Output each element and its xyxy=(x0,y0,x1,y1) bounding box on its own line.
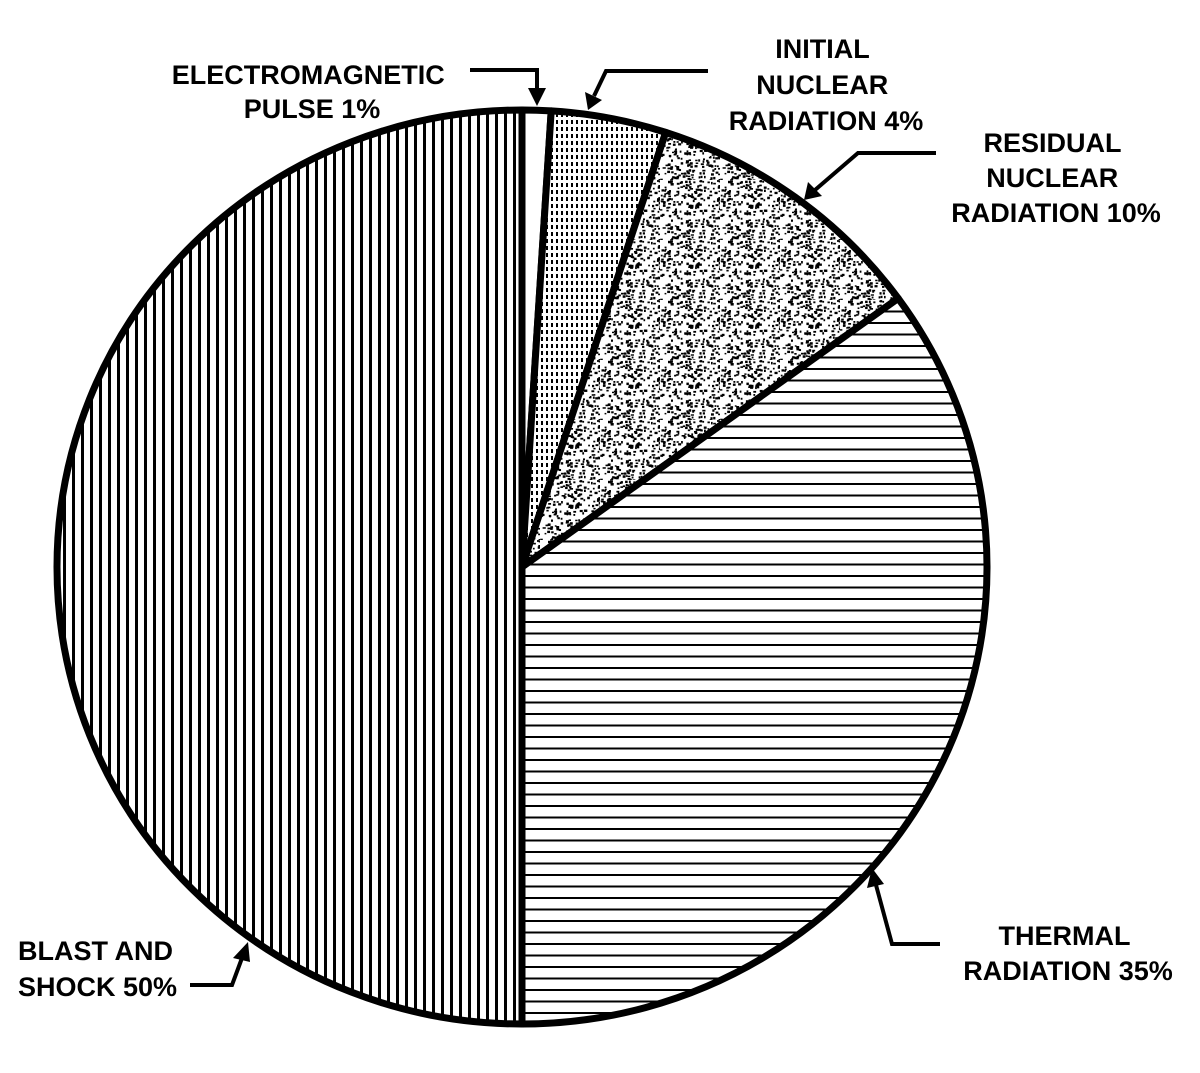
leader-residual xyxy=(813,151,936,192)
arrowhead-residual xyxy=(804,182,822,200)
leader-initial xyxy=(592,69,708,97)
pie-slice-2 xyxy=(518,128,902,571)
pie-slice-3 xyxy=(518,294,991,1028)
label-emp: ELECTROMAGNETIC PULSE 1% xyxy=(172,60,453,124)
arrowhead-blast xyxy=(233,942,250,962)
arrowhead-emp xyxy=(528,88,546,106)
label-thermal-radiation: THERMAL RADIATION 35% xyxy=(963,921,1173,986)
leader-emp xyxy=(470,68,539,90)
arrowhead-thermal xyxy=(867,868,884,888)
label-residual-radiation: RESIDUAL NUCLEAR RADIATION 10% xyxy=(951,128,1161,228)
label-initial-radiation: INITIAL NUCLEAR RADIATION 4% xyxy=(729,34,924,136)
pie-slice-4 xyxy=(53,106,526,1028)
leader-blast xyxy=(190,957,244,987)
label-blast-shock: BLAST AND SHOCK 50% xyxy=(18,936,181,1002)
arrowhead-initial xyxy=(585,92,602,110)
leader-thermal xyxy=(874,884,940,946)
